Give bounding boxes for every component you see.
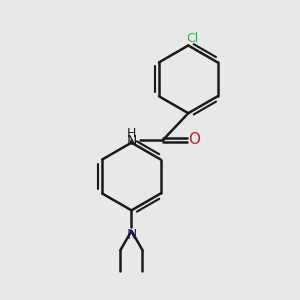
Text: Cl: Cl — [187, 32, 199, 45]
Text: O: O — [188, 132, 200, 147]
Text: N: N — [126, 228, 136, 242]
Text: N: N — [126, 134, 136, 148]
Text: H: H — [127, 127, 136, 140]
